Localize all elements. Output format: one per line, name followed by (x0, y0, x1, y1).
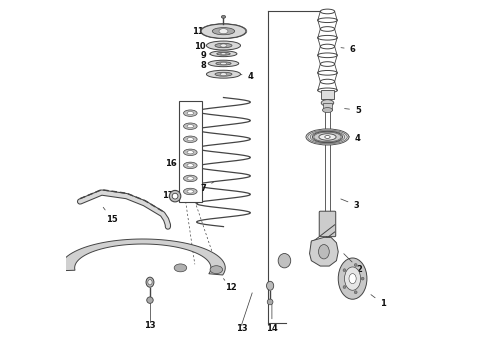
Ellipse shape (147, 297, 153, 303)
Ellipse shape (187, 112, 194, 115)
Ellipse shape (267, 299, 273, 305)
Text: 13: 13 (144, 321, 156, 330)
Ellipse shape (318, 244, 329, 259)
Text: 15: 15 (103, 207, 118, 224)
Ellipse shape (210, 51, 237, 57)
Text: 17: 17 (162, 191, 174, 200)
Ellipse shape (201, 24, 246, 39)
FancyBboxPatch shape (319, 211, 336, 237)
Text: 11: 11 (192, 27, 203, 36)
Text: 1: 1 (371, 294, 386, 308)
Ellipse shape (319, 134, 336, 140)
Ellipse shape (322, 108, 333, 113)
Ellipse shape (183, 123, 197, 130)
Ellipse shape (325, 135, 330, 138)
Text: 13: 13 (236, 324, 247, 333)
Text: 8: 8 (201, 61, 211, 70)
Polygon shape (60, 239, 225, 275)
Ellipse shape (183, 175, 197, 182)
Text: 2: 2 (344, 254, 363, 274)
Ellipse shape (183, 149, 197, 156)
Ellipse shape (215, 72, 232, 76)
Text: 4: 4 (240, 72, 253, 81)
Ellipse shape (220, 73, 227, 76)
Ellipse shape (338, 258, 367, 299)
Ellipse shape (172, 193, 178, 199)
Text: 14: 14 (266, 301, 278, 333)
Ellipse shape (215, 43, 232, 48)
Ellipse shape (148, 279, 152, 285)
Ellipse shape (217, 52, 230, 55)
Ellipse shape (146, 277, 154, 287)
Ellipse shape (216, 62, 231, 65)
Ellipse shape (344, 267, 361, 290)
Ellipse shape (343, 285, 346, 288)
Ellipse shape (170, 190, 181, 202)
Ellipse shape (354, 264, 357, 266)
Ellipse shape (321, 100, 334, 106)
Ellipse shape (212, 28, 235, 35)
Ellipse shape (313, 131, 343, 143)
Bar (321, 90, 334, 99)
Text: 4: 4 (344, 134, 361, 143)
Ellipse shape (219, 29, 228, 34)
Text: 7: 7 (201, 181, 214, 193)
Text: 10: 10 (195, 42, 211, 51)
Text: 9: 9 (201, 51, 211, 60)
Ellipse shape (306, 129, 349, 145)
Ellipse shape (206, 70, 241, 78)
Ellipse shape (206, 41, 241, 50)
Text: 12: 12 (223, 279, 237, 292)
Ellipse shape (187, 177, 194, 180)
Ellipse shape (220, 44, 227, 47)
Text: 16: 16 (165, 159, 176, 168)
Ellipse shape (183, 136, 197, 143)
Ellipse shape (220, 62, 226, 64)
Ellipse shape (187, 164, 194, 167)
Ellipse shape (349, 274, 356, 284)
Ellipse shape (183, 188, 197, 195)
Ellipse shape (187, 190, 194, 193)
Text: 3: 3 (341, 199, 359, 210)
Ellipse shape (208, 60, 239, 67)
Ellipse shape (183, 162, 197, 168)
Text: 6: 6 (341, 45, 356, 54)
Ellipse shape (267, 281, 274, 290)
Ellipse shape (174, 264, 187, 272)
Ellipse shape (221, 53, 226, 55)
Ellipse shape (354, 291, 357, 294)
Bar (323, 103, 332, 110)
Ellipse shape (187, 138, 194, 141)
Text: 5: 5 (344, 105, 361, 114)
Ellipse shape (361, 277, 364, 280)
Polygon shape (310, 237, 338, 266)
Ellipse shape (343, 269, 346, 272)
Ellipse shape (183, 110, 197, 116)
Ellipse shape (221, 15, 225, 18)
Bar (179, 101, 202, 202)
Ellipse shape (187, 151, 194, 154)
Ellipse shape (187, 125, 194, 128)
Ellipse shape (210, 266, 222, 274)
Ellipse shape (278, 253, 291, 268)
